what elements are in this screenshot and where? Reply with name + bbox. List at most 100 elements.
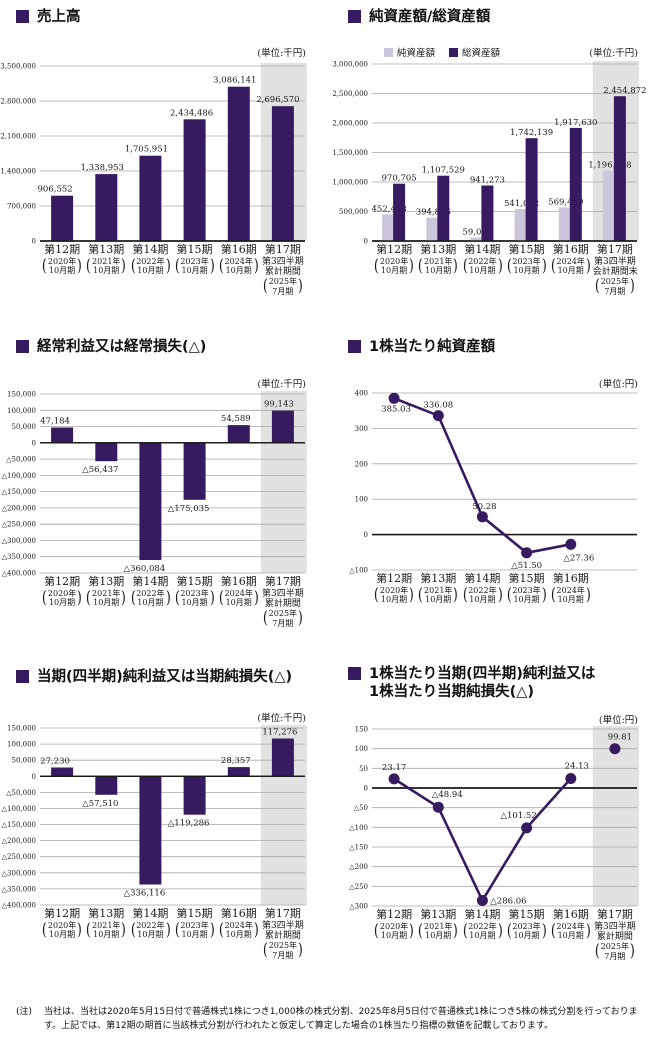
x-category-1: 第13期(2021年 10月期) (84, 243, 128, 297)
x-period-date-text: 2020年 10月期 (47, 920, 77, 940)
x-period-date-text: 2024年 10月期 (556, 921, 585, 941)
x-period-date-text: 2021年 10月期 (92, 588, 121, 608)
x-period-dates: (2023年 10月期) (172, 589, 216, 608)
value-label-dark: 2,454,872 (603, 86, 646, 96)
x-period-date-text: 2023年 10月期 (512, 585, 541, 605)
value-label: △57,510 (82, 799, 118, 809)
x-category-5: 第17期 第3四半期 累計期間(2025年 7月期) (593, 908, 637, 962)
value-label-dark: 1,742,139 (510, 128, 553, 138)
footnote-text: 当社は、当社は2020年5月15日付で普通株式1株につき1,000株の株式分割、… (44, 1007, 638, 1032)
x-category-4: 第16期(2024年 10月期) (217, 575, 261, 629)
unit-label: (単位:千円) (589, 48, 638, 59)
y-tick: 1,400,000 (0, 168, 36, 176)
x-period-dates: (2024年 10月期) (549, 257, 593, 276)
paren-close: ) (253, 255, 259, 276)
x-period-date-text: 2025年 7月期 (268, 609, 298, 628)
data-point-0 (388, 392, 400, 404)
value-label: △27.36 (563, 553, 594, 563)
paren-open: ( (594, 276, 600, 297)
value-label: 1,338,953 (81, 163, 124, 173)
legend: 純資産額 総資産額 (384, 45, 500, 59)
x-period-name: 第14期 (132, 243, 169, 256)
bar-4 (227, 86, 250, 241)
plot-area-assets: 3,000,000 2,500,000 2,000,000 1,500,000 1,00… (332, 0, 664, 251)
bar-light-2 (470, 237, 482, 241)
paren-close: ) (541, 920, 547, 941)
x-period-dates: (2025年 7月期) (261, 609, 305, 628)
x-period-date-text: 2020年 10月期 (379, 256, 409, 276)
value-label-dark: 941,273 (470, 176, 505, 186)
x-category-4: 第16期(2024年 10月期) (549, 908, 593, 962)
y-tick: △250,000 (2, 521, 36, 529)
x-period-dates: (2025年 7月期) (261, 277, 305, 296)
value-label: △51.50 (511, 561, 542, 571)
y-tick: 150,000 (7, 725, 36, 733)
bar-light-4 (558, 207, 570, 241)
paren-close: ) (497, 255, 503, 276)
x-period-date-text: 2023年 10月期 (512, 921, 541, 941)
x-period-name: 第16期 (552, 572, 589, 585)
x-period-dates: (2024年 10月期) (217, 257, 261, 276)
x-period-name: 第14期 (132, 575, 169, 588)
y-tick: △400,000 (2, 570, 36, 578)
x-period-dates: (2022年 10月期) (460, 586, 504, 605)
paren-close: ) (121, 255, 127, 276)
value-label: 27,230 (40, 757, 70, 767)
x-axis-labels: 第12期(2020年 10月期) 第13期(2021年 10月期) 第14期(2022年… (372, 243, 638, 297)
plot-area-netincome: 150,000 100,000 50,000 0 △50,000 △100,000 △150… (0, 660, 332, 915)
bar-5 (271, 106, 294, 241)
paren-close: ) (209, 587, 215, 608)
x-axis-labels: 第12期(2020年 10月期) 第13期(2021年 10月期) 第14期(2022年… (40, 907, 305, 961)
paren-close: ) (497, 584, 503, 605)
data-point-4 (565, 773, 577, 784)
bar-dark-4 (569, 127, 582, 241)
x-category-1: 第13期(2021年 10月期) (84, 575, 128, 629)
bar-dark-3 (525, 138, 538, 241)
x-category-5: 第17期 第3四半期 会計期間末(2025年 7月期) (593, 243, 638, 297)
data-point-0 (388, 773, 400, 785)
paren-close: ) (253, 587, 259, 608)
value-label: 28,357 (221, 756, 251, 766)
value-label-light: 394,896 (416, 208, 451, 218)
chart-title-text: 1株当たり当期(四半期)純利益又は (369, 666, 596, 682)
y-tick: △350,000 (2, 885, 36, 893)
x-period-dates: (2022年 10月期) (460, 922, 504, 941)
x-period-date-text: 2022年 10月期 (136, 920, 165, 940)
paren-close: ) (121, 587, 127, 608)
y-tick: 150 (355, 726, 368, 734)
chart-canvas-netincome: 150,000 100,000 50,000 0 △50,000 △100,000 △150… (2, 725, 307, 910)
paren-close: ) (165, 919, 171, 940)
y-tick: 0 (364, 531, 368, 539)
x-period-name: 第14期 (464, 243, 501, 256)
x-period-dates: (2025年 7月期) (593, 942, 637, 961)
x-period-dates: (2023年 10月期) (504, 257, 548, 276)
plot-area-sales: 3,500,000 2,800,000 2,100,000 1,400,000 700,… (0, 0, 332, 251)
value-label: 24.13 (565, 762, 589, 772)
bar-5 (271, 410, 294, 443)
y-tick: △50 (354, 804, 368, 812)
x-period-name: 第12期 (376, 572, 413, 585)
paren-close: ) (297, 608, 303, 629)
x-period-dates: (2024年 10月期) (217, 589, 261, 608)
y-tick: △150 (349, 844, 368, 852)
chart-eps: 1株当たり当期(四半期)純利益又は 1株当たり当期純損失(△) (単位:円) 15… (332, 660, 664, 1005)
chart-title-text-2: 1株当たり当期純損失(△) (369, 684, 534, 701)
y-tick: 50,000 (12, 757, 37, 765)
y-tick: △200,000 (2, 504, 36, 512)
value-label: △48.94 (432, 790, 463, 800)
chart-title-assets: 純資産額/総資産額 (348, 8, 490, 26)
unit-label: (単位:千円) (257, 379, 306, 390)
paren-close: ) (409, 920, 415, 941)
x-period-name: 第14期 (132, 907, 169, 920)
y-tick: 100,000 (7, 741, 36, 749)
x-period-date-text: 2020年 10月期 (379, 585, 409, 605)
bar-4 (227, 425, 250, 443)
x-period-name: 第12期 (44, 575, 81, 588)
x-period-dates: (2021年 10月期) (84, 257, 128, 276)
paren-open: ( (506, 920, 512, 941)
value-label: △56,437 (82, 465, 118, 475)
x-category-1: 第13期(2021年 10月期) (416, 908, 460, 962)
chart-title-text: 純資産額/総資産額 (369, 9, 491, 25)
legend-item-net-assets: 純資産額 (384, 45, 435, 59)
value-label: 336.08 (423, 401, 453, 411)
